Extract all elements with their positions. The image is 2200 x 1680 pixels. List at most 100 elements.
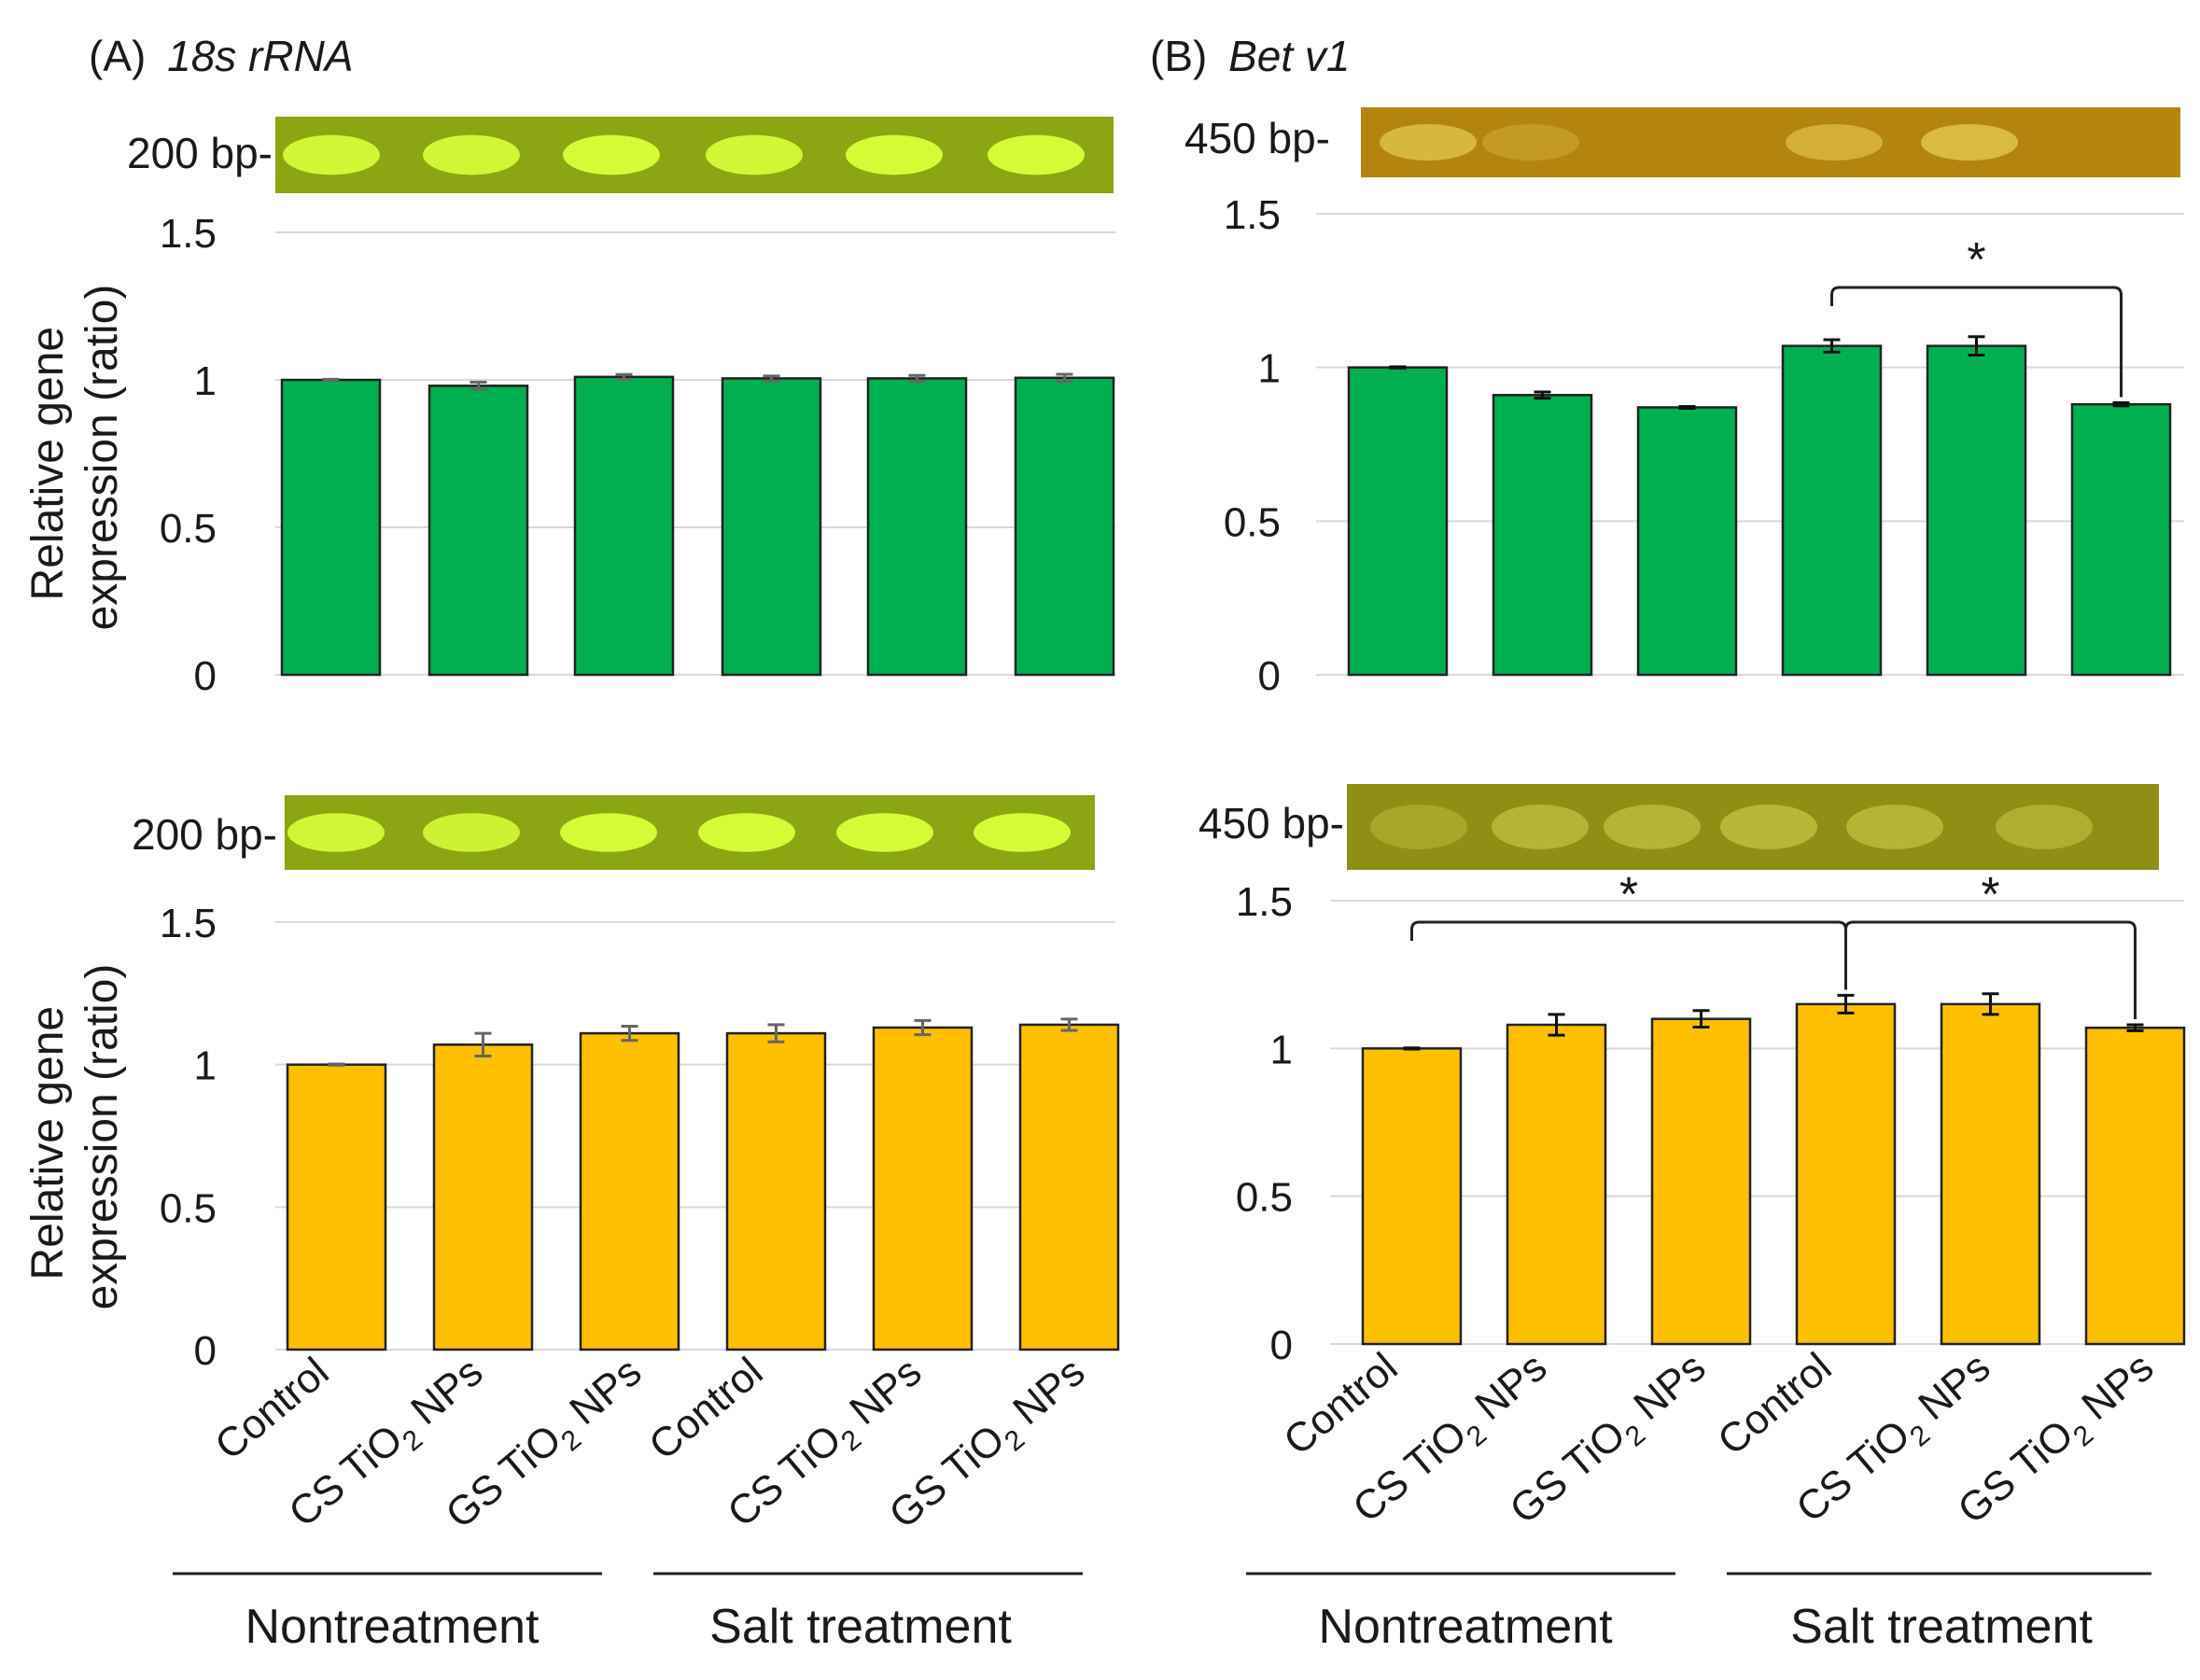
significance-bracket: [1830, 286, 2123, 398]
bar: [2084, 1026, 2186, 1346]
gel-image-b-top: [1361, 107, 2180, 177]
y-tick-label: 1.5: [160, 211, 217, 257]
bar: [1361, 1047, 1463, 1346]
bar: [1018, 1023, 1120, 1351]
chart-b-top: 0 0.5 1 1.5 *: [1224, 192, 2184, 699]
gel-band: [283, 134, 380, 175]
gel-band: [698, 813, 795, 852]
gel-band: [1996, 805, 2093, 849]
gel-band: [1482, 124, 1579, 161]
panel-a-heading: (A) 18s rRNA: [89, 32, 354, 80]
x-category-label: Control: [1275, 1344, 1406, 1464]
bar: [1014, 376, 1115, 677]
gel-background: [285, 795, 1095, 870]
gel-band: [423, 134, 520, 175]
gel-band: [1604, 805, 1701, 849]
gel-band: [1380, 124, 1477, 161]
bar: [286, 1063, 387, 1351]
gel-band: [287, 813, 385, 852]
bar: [1347, 366, 1449, 677]
gel-band: [563, 134, 660, 175]
chart-a-bottom: 0 0.5 1 1.5: [160, 901, 1120, 1374]
group-label-a-salt: Salt treatment: [709, 1600, 1012, 1654]
y-tick-label: 1: [194, 358, 217, 404]
significance-label: *: [1619, 868, 1638, 922]
gel-band: [1492, 805, 1589, 849]
significance-label: *: [1967, 233, 1985, 287]
gel-band: [706, 134, 803, 175]
y-tick-label: 1: [1258, 346, 1281, 392]
bar: [725, 1031, 827, 1351]
chart-a-top: 0 0.5 1 1.5: [160, 211, 1115, 699]
panel-b-heading: (B) Bet v1: [1150, 32, 1351, 80]
bar: [2070, 402, 2172, 677]
gel-a-bottom-size-label: 200 bp-: [132, 810, 277, 859]
y-tick-label: 0.5: [1224, 499, 1281, 545]
y-tick-label: 0: [194, 1328, 217, 1374]
gel-a-top-size-label: 200 bp-: [127, 129, 273, 177]
gel-band: [846, 134, 943, 175]
bar: [1926, 344, 2027, 677]
bar: [432, 1043, 534, 1351]
bar: [866, 377, 968, 677]
bar: [1492, 394, 1593, 677]
bar: [1795, 1002, 1897, 1346]
y-tick-label: 1: [194, 1043, 217, 1089]
group-label-b-nontreatment: Nontreatment: [1318, 1600, 1613, 1654]
y-tick-label: 1.5: [1224, 192, 1281, 238]
y-tick-label: 0.5: [160, 1185, 217, 1231]
bar: [573, 375, 675, 677]
bar: [1781, 344, 1883, 677]
group-label-a-nontreatment: Nontreatment: [245, 1600, 539, 1654]
significance-label: *: [1981, 868, 1999, 922]
bar: [280, 378, 382, 677]
gel-band: [423, 813, 520, 852]
gel-band: [1786, 124, 1883, 161]
y-tick-label: 0: [194, 653, 217, 699]
bar: [1506, 1023, 1607, 1346]
gel-b-top-size-label: 450 bp-: [1184, 114, 1330, 162]
y-tick-label: 1: [1270, 1027, 1293, 1072]
bar: [579, 1031, 680, 1351]
gel-band: [560, 813, 657, 852]
y-axis-title-bottom: Relative gene expression (ratio): [23, 964, 127, 1310]
gel-image-b-bottom: [1347, 784, 2159, 870]
y-tick-label: 0.5: [160, 506, 217, 552]
chart-b-bottom: 0 0.5 1 1.5 * *: [1236, 868, 2186, 1368]
x-category-label: Control: [640, 1349, 771, 1469]
panel-a-letter: (A): [89, 32, 146, 80]
gel-image-a-top: [275, 117, 1114, 193]
gel-band: [974, 813, 1071, 852]
y-axis-title-top: Relative gene expression (ratio): [23, 285, 127, 631]
gel-background: [275, 117, 1114, 193]
y-tick-label: 0: [1270, 1323, 1293, 1368]
bar: [1636, 406, 1738, 677]
bar: [427, 385, 529, 677]
gel-band: [836, 813, 933, 852]
y-tick-label: 0: [1258, 653, 1281, 699]
y-tick-label: 1.5: [160, 901, 217, 946]
panel-b-gene: Bet v1: [1228, 32, 1350, 80]
panel-b-letter: (B): [1150, 32, 1207, 80]
x-category-label: Control: [206, 1349, 337, 1469]
x-category-label: Control: [1709, 1344, 1840, 1464]
gel-image-a-bottom: [285, 795, 1095, 870]
gel-band: [1720, 805, 1817, 849]
significance-bracket: [1410, 920, 1847, 990]
group-label-b-salt: Salt treatment: [1790, 1600, 2093, 1654]
y-tick-label: 0.5: [1236, 1175, 1293, 1221]
panel-a-gene: 18s rRNA: [167, 32, 353, 80]
gel-b-bottom-size-label: 450 bp-: [1198, 799, 1344, 847]
gel-band: [988, 134, 1085, 175]
bar: [1650, 1017, 1752, 1346]
gel-band: [1921, 124, 2018, 161]
gel-band: [1846, 805, 1943, 849]
significance-bracket: [1844, 920, 2137, 1019]
bar: [872, 1026, 974, 1351]
bar: [1940, 1002, 2041, 1346]
bar: [721, 377, 822, 677]
gel-band: [1370, 805, 1467, 849]
